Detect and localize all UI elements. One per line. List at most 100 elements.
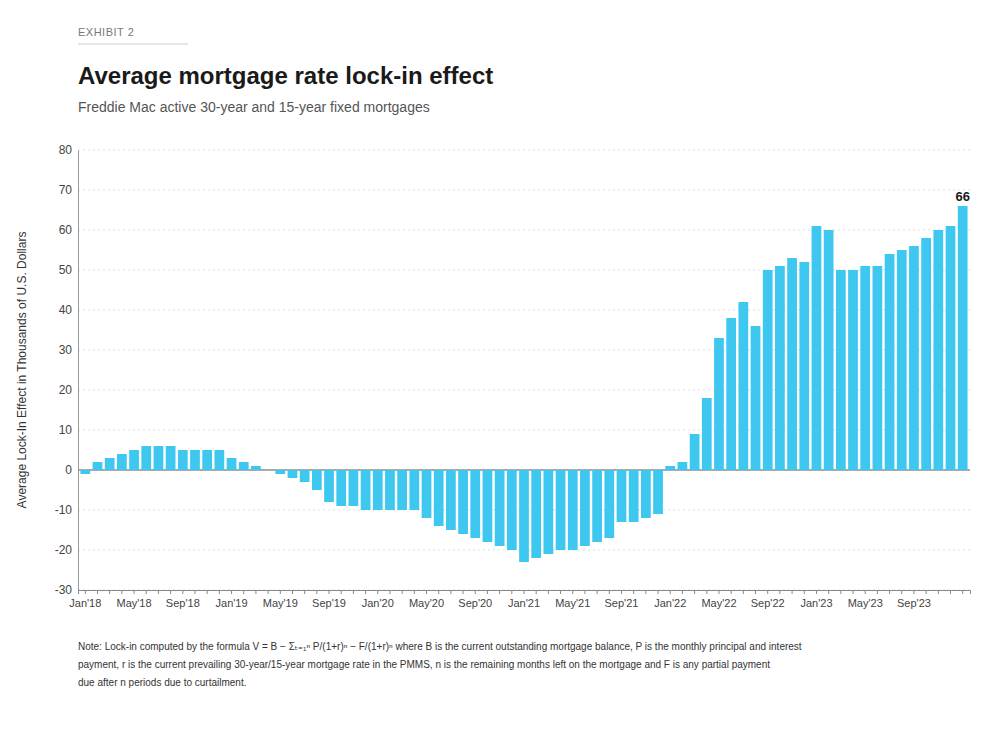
bar <box>275 470 285 474</box>
x-tick <box>633 590 634 594</box>
x-tick-label: May'20 <box>409 597 444 609</box>
x-tick <box>560 590 561 594</box>
bar <box>129 450 139 470</box>
bar <box>531 470 541 558</box>
bar <box>178 450 188 470</box>
x-tick-mark <box>621 590 622 594</box>
x-tick: Jan'19 <box>216 590 248 609</box>
x-tick <box>389 590 390 594</box>
bar <box>166 446 176 470</box>
x-axis-line <box>79 591 971 595</box>
bar <box>458 470 468 534</box>
x-tick-mark <box>511 590 512 594</box>
x-tick-mark <box>779 590 780 594</box>
x-tick-mark <box>207 590 208 594</box>
x-tick <box>755 590 756 594</box>
x-tick-mark <box>475 590 476 594</box>
x-tick-mark <box>182 590 183 594</box>
x-tick <box>194 590 195 594</box>
grid-line <box>78 230 970 231</box>
y-axis-label: Average Lock-In Effect in Thousands of U… <box>15 232 29 509</box>
x-tick <box>645 590 646 594</box>
y-tick: 20 <box>59 383 78 397</box>
x-tick-mark <box>536 590 537 594</box>
x-tick: Jan'20 <box>362 590 394 609</box>
y-tick: -20 <box>55 543 78 557</box>
x-tick <box>584 590 585 594</box>
x-tick: Sep'20 <box>458 590 492 609</box>
x-tick <box>792 590 793 594</box>
x-tick <box>353 590 354 594</box>
x-tick-mark <box>353 590 354 594</box>
bar <box>519 470 529 562</box>
x-tick: May'18 <box>116 590 151 609</box>
x-tick-mark <box>731 590 732 594</box>
x-tick-mark <box>792 590 793 594</box>
x-tick-mark <box>840 590 841 594</box>
x-tick-mark <box>402 590 403 594</box>
x-tick-mark <box>682 590 683 594</box>
bar <box>568 470 578 550</box>
x-tick <box>316 590 317 594</box>
x-tick: Sep'23 <box>897 590 931 609</box>
bar <box>946 226 956 470</box>
y-tick-label: 60 <box>59 223 73 237</box>
x-tick-label: Sep'19 <box>312 597 346 609</box>
bar <box>921 238 931 470</box>
bar <box>873 266 883 470</box>
y-tick-label: 0 <box>65 463 72 477</box>
bar <box>117 454 127 470</box>
bar <box>409 470 419 510</box>
y-tick: 70 <box>59 183 78 197</box>
note: Note: Lock-in computed by the formula V … <box>78 641 802 652</box>
bar <box>641 470 651 518</box>
x-tick <box>170 590 171 594</box>
x-tick <box>487 590 488 594</box>
bar <box>665 466 675 470</box>
x-tick <box>804 590 805 594</box>
y-axis: -30-20-1001020304050607080 <box>55 143 79 597</box>
x-tick: Sep'21 <box>605 590 639 609</box>
x-tick <box>207 590 208 594</box>
x-tick <box>463 590 464 594</box>
chart: EXHIBIT 2Average mortgage rate lock-in e… <box>0 0 1000 749</box>
y-tick: 30 <box>59 343 78 357</box>
x-tick <box>109 590 110 594</box>
x-tick-mark <box>219 590 220 594</box>
x-tick-label: May'18 <box>116 597 151 609</box>
x-tick: May'20 <box>409 590 444 609</box>
x-tick <box>365 590 366 594</box>
bar <box>860 266 870 470</box>
y-tick-label: 20 <box>59 383 73 397</box>
x-tick-mark <box>853 590 854 594</box>
notes: Note: Lock-in computed by the formula V … <box>78 641 802 688</box>
bar <box>690 434 700 470</box>
x-tick-mark <box>121 590 122 594</box>
x-tick-mark <box>304 590 305 594</box>
x-tick-mark <box>901 590 902 594</box>
grid <box>78 150 970 590</box>
bar <box>824 230 834 470</box>
bar <box>397 470 407 510</box>
x-tick-mark <box>389 590 390 594</box>
x-tick-label: Jan'20 <box>362 597 394 609</box>
x-tick-mark <box>767 590 768 594</box>
title: Average mortgage rate lock-in effect <box>78 62 493 89</box>
bar <box>714 338 724 470</box>
bar <box>885 254 895 470</box>
x-tick-mark <box>584 590 585 594</box>
x-tick <box>658 590 659 594</box>
bar <box>154 446 164 470</box>
bar <box>897 250 907 470</box>
x-tick-mark <box>365 590 366 594</box>
subtitle: Freddie Mac active 30-year and 15-year f… <box>78 99 430 115</box>
x-tick-label: Jan'21 <box>508 597 540 609</box>
bar <box>214 450 224 470</box>
x-tick: Jan'23 <box>800 590 832 609</box>
bar <box>812 226 822 470</box>
x-axis: Jan'18May'18Sep'18Jan'19May'19Sep'19Jan'… <box>69 590 970 609</box>
x-tick-mark <box>487 590 488 594</box>
x-tick-label: Jan'19 <box>216 597 248 609</box>
x-tick: May'21 <box>555 590 590 609</box>
x-tick-mark <box>329 590 330 594</box>
